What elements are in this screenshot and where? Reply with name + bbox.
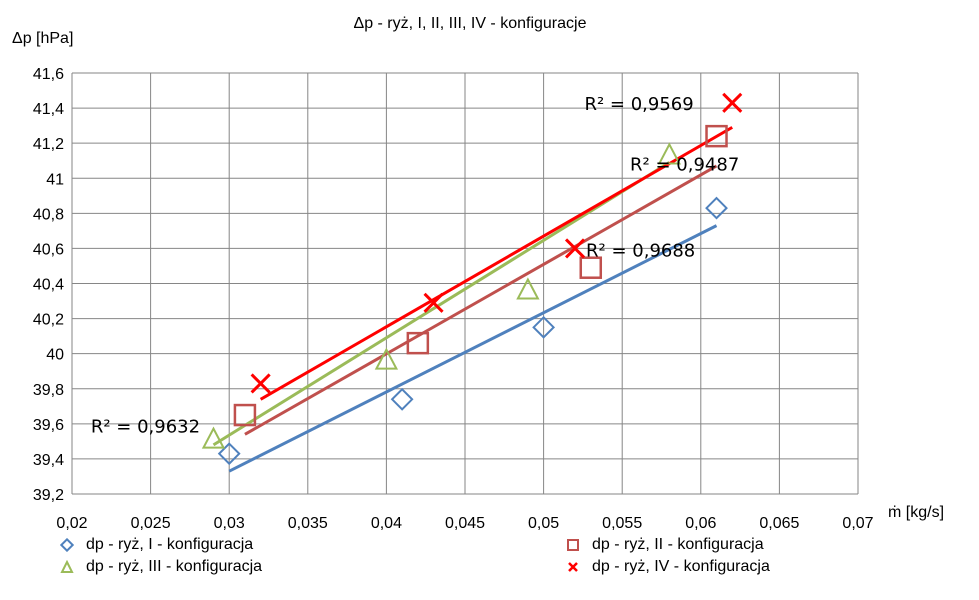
x-tick-label: 0,03 bbox=[214, 515, 245, 532]
x-tick-label: 0,04 bbox=[371, 515, 402, 532]
r2-labels: R² = 0,9632 R² = 0,9487 R² = 0,9688 R² = 0,… bbox=[91, 94, 739, 438]
x-tick-label: 0,045 bbox=[445, 515, 485, 532]
x-point-series-4 bbox=[722, 92, 743, 113]
r2-label-series-2: R² = 0,9487 bbox=[630, 154, 739, 175]
y-tick-label: 40,6 bbox=[33, 241, 64, 258]
r2-label-series-3: R² = 0,9688 bbox=[586, 240, 695, 261]
y-tick-label: 39,4 bbox=[33, 452, 64, 469]
chart-title: Δp - ryż, I, II, III, IV - konfiguracje bbox=[354, 15, 587, 32]
square-point-series-2 bbox=[705, 124, 728, 148]
y-tick-label: 39,6 bbox=[33, 417, 64, 434]
legend-label-series-4: dp - ryż, IV - konfiguracja bbox=[592, 558, 770, 575]
x-tick-label: 0,07 bbox=[842, 515, 873, 532]
square-point-series-2 bbox=[406, 331, 430, 355]
triangle-point-series-3 bbox=[374, 347, 399, 370]
legend-item-series-2: dp - ryż, II - konfiguracja bbox=[566, 536, 764, 554]
x-point-series-4 bbox=[423, 292, 444, 313]
square-point-series-2 bbox=[579, 256, 603, 279]
y-axis-label: Δp [hPa] bbox=[12, 30, 73, 47]
x-axis-label: ṁ [kg/s] bbox=[888, 504, 944, 521]
y-tick-label: 39,8 bbox=[33, 382, 64, 399]
y-tick-label: 40,4 bbox=[33, 277, 64, 294]
trendlines bbox=[212, 126, 733, 473]
legend-label-series-1: dp - ryż, I - konfiguracja bbox=[86, 536, 254, 553]
legend-item-series-4: dp - ryż, IV - konfiguracja bbox=[566, 558, 770, 576]
y-tick-label: 39,2 bbox=[33, 487, 64, 504]
x-tick-label: 0,065 bbox=[759, 515, 799, 532]
legend-label-series-3: dp - ryż, III - konfiguracja bbox=[86, 558, 263, 575]
trendline-series-4 bbox=[259, 126, 733, 401]
square-point-series-2 bbox=[233, 403, 257, 427]
trendline-series-2 bbox=[244, 164, 718, 436]
r2-label-series-4: R² = 0,9569 bbox=[584, 94, 693, 115]
y-tick-label: 40,8 bbox=[33, 206, 64, 223]
y-tick-label: 40 bbox=[46, 347, 64, 364]
x-tick-label: 0,06 bbox=[685, 515, 716, 532]
x-point-series-4 bbox=[564, 238, 586, 259]
data-points bbox=[201, 92, 743, 466]
x-tick-label: 0,035 bbox=[288, 515, 328, 532]
x-marker-icon bbox=[568, 562, 578, 572]
x-tick-label: 0,02 bbox=[56, 515, 87, 532]
diamond-marker-icon bbox=[60, 538, 74, 552]
triangle-point-series-3 bbox=[516, 277, 540, 300]
triangle-point-series-3 bbox=[201, 426, 226, 449]
y-tick-label: 41,6 bbox=[33, 66, 64, 83]
square-marker-icon bbox=[567, 539, 579, 551]
r2-label-series-1: R² = 0,9632 bbox=[91, 417, 200, 438]
legend-item-series-1: dp - ryż, I - konfiguracja bbox=[60, 536, 253, 554]
x-tick-label: 0,055 bbox=[602, 515, 642, 532]
diamond-point-series-1 bbox=[532, 315, 556, 339]
x-point-series-4 bbox=[250, 373, 271, 394]
diamond-point-series-1 bbox=[705, 196, 728, 220]
y-tick-label: 40,2 bbox=[33, 312, 64, 329]
triangle-marker-icon bbox=[60, 560, 74, 573]
legend-item-series-3: dp - ryż, III - konfiguracja bbox=[60, 558, 262, 576]
triangle-point-series-3 bbox=[657, 142, 682, 165]
trendline-series-1 bbox=[228, 224, 718, 473]
legend-label-series-2: dp - ryż, II - konfiguracja bbox=[592, 536, 764, 553]
x-tick-label: 0,025 bbox=[131, 515, 171, 532]
y-tick-label: 41,4 bbox=[33, 101, 64, 118]
diamond-point-series-1 bbox=[217, 442, 241, 466]
diamond-point-series-1 bbox=[390, 387, 414, 411]
y-tick-label: 41,2 bbox=[33, 136, 64, 153]
x-tick-labels: 0,02 0,025 0,03 0,035 0,04 0,045 0,05 0,055 0,06… bbox=[56, 515, 873, 532]
y-tick-labels: 39,2 39,4 39,6 39,8 40 40,2 40,4 40,6 40,8 41 41,2… bbox=[33, 66, 64, 504]
x-tick-label: 0,05 bbox=[528, 515, 559, 532]
y-tick-label: 41 bbox=[46, 171, 64, 188]
trendline-series-3 bbox=[212, 161, 671, 447]
